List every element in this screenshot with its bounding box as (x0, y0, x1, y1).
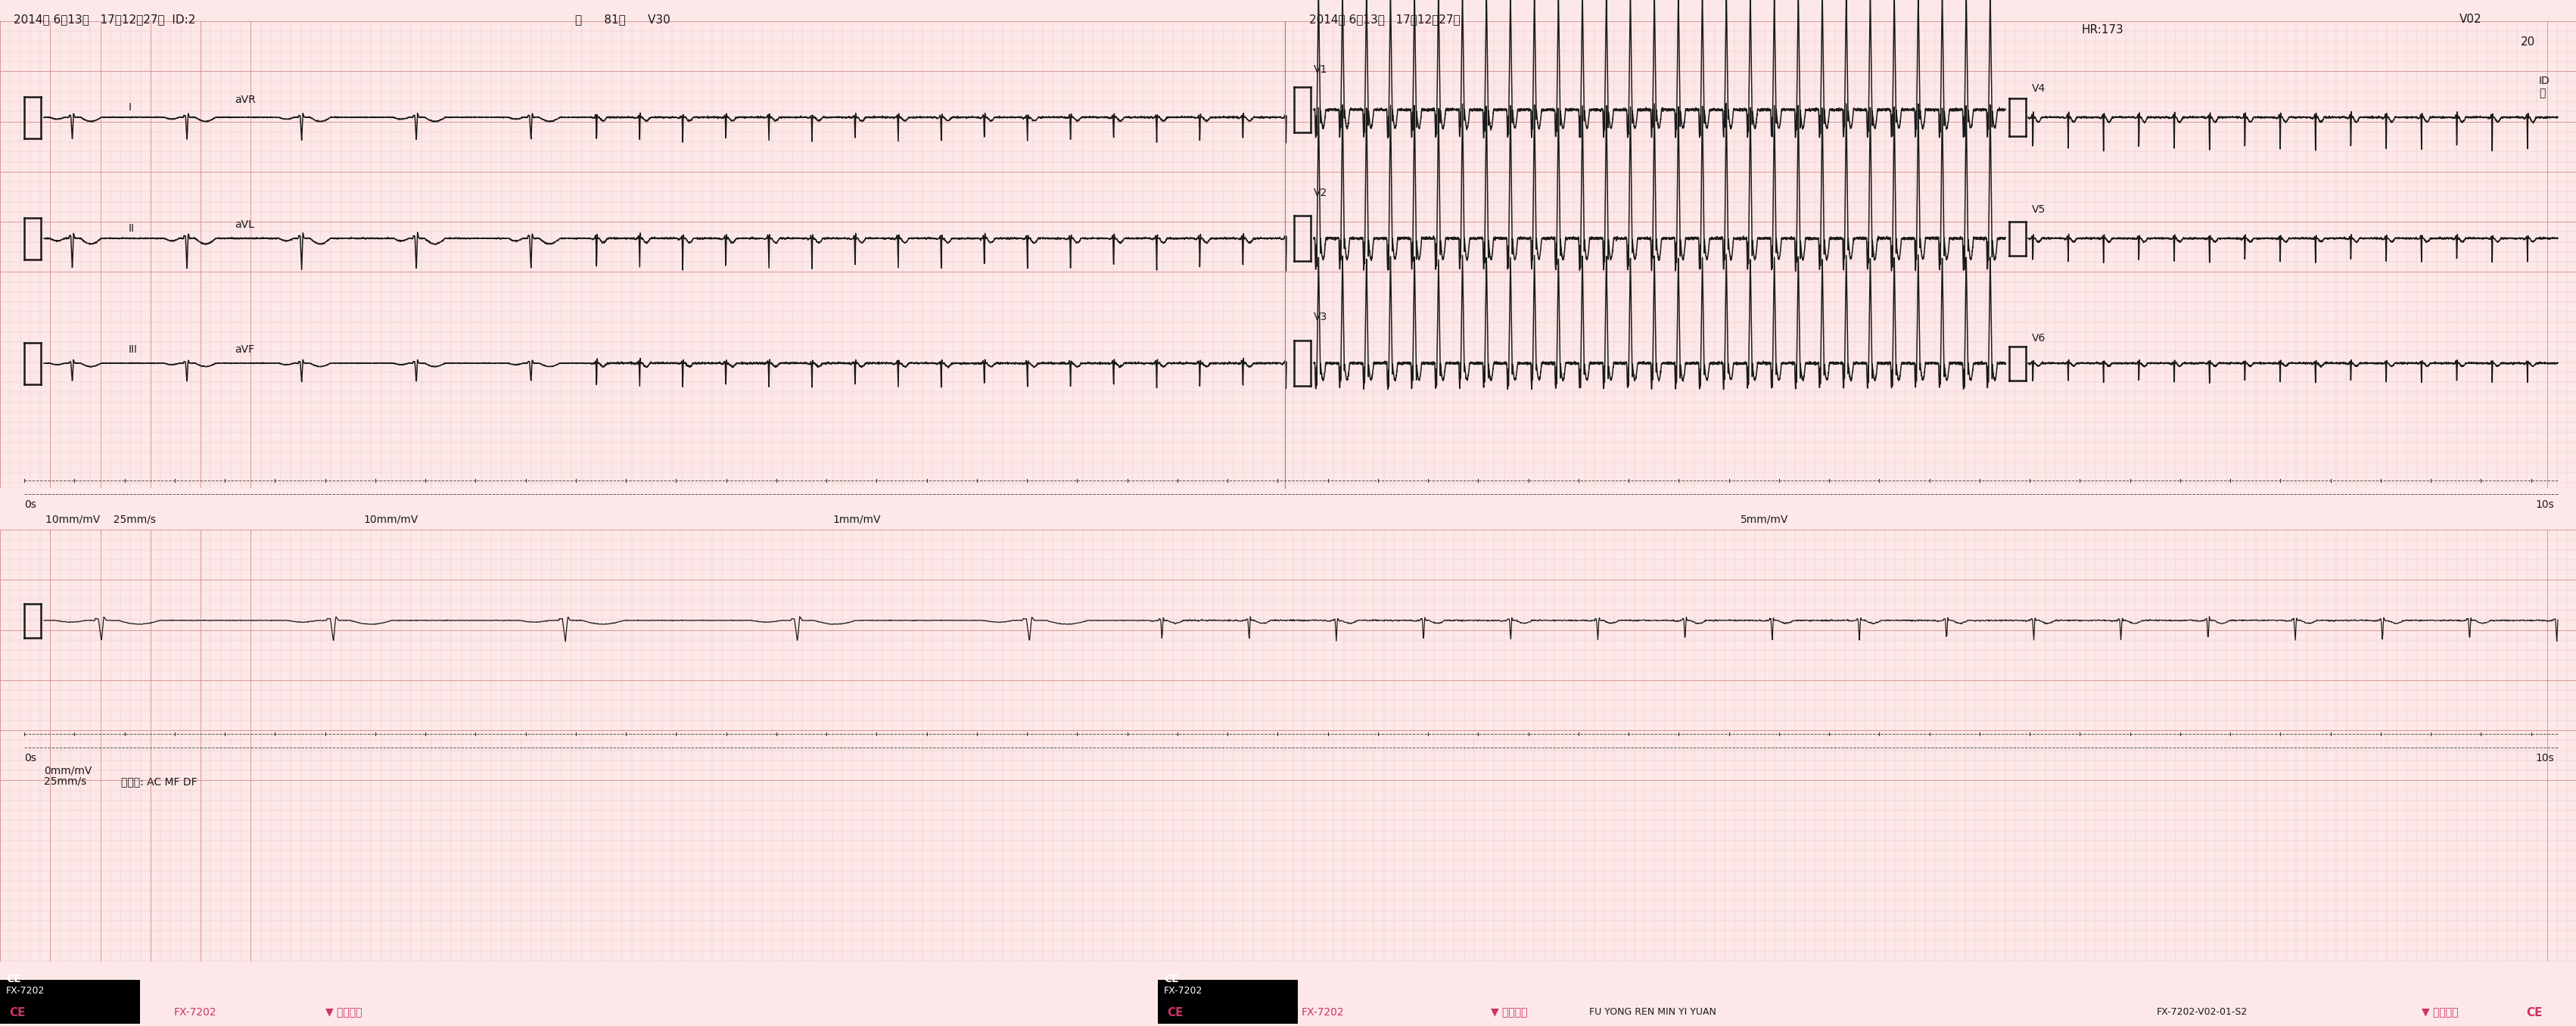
Text: II: II (129, 224, 134, 234)
Text: FX-7202: FX-7202 (1164, 986, 1203, 996)
Bar (1157, 980, 1298, 1024)
Text: ▼ 天津广大: ▼ 天津广大 (2421, 1008, 2458, 1018)
Text: 0s: 0s (23, 500, 36, 510)
Text: 0mm/mV: 0mm/mV (44, 765, 93, 777)
Text: 5mm/mV: 5mm/mV (1741, 514, 1788, 525)
Text: ▼ 天津广大: ▼ 天津广大 (325, 1008, 363, 1018)
Text: CE: CE (1164, 974, 1180, 984)
Text: 男      81岁      V30: 男 81岁 V30 (574, 13, 670, 25)
Text: V5: V5 (2032, 204, 2045, 214)
Text: 1mm/mV: 1mm/mV (832, 514, 881, 525)
Text: 25mm/s: 25mm/s (44, 777, 88, 787)
Text: V2: V2 (1314, 188, 1327, 198)
Text: 20: 20 (2519, 36, 2535, 47)
Text: 2014年 6月13日   17时12分27秒: 2014年 6月13日 17时12分27秒 (1309, 13, 1461, 25)
Bar (0, 488, 2576, 529)
Text: FU YONG REN MIN YI YUAN: FU YONG REN MIN YI YUAN (1589, 1008, 1716, 1017)
Text: 2014年 6月13日   17时12分27秒  ID:2: 2014年 6月13日 17时12分27秒 ID:2 (13, 13, 196, 25)
Text: III: III (129, 345, 137, 355)
Text: ID
男: ID 男 (2540, 76, 2550, 98)
Text: CE: CE (5, 974, 21, 984)
Text: CE: CE (2527, 1008, 2543, 1019)
Text: 10mm/mV    25mm/s: 10mm/mV 25mm/s (46, 514, 157, 525)
Text: FX-7202: FX-7202 (1301, 1008, 1345, 1018)
Text: 10s: 10s (2535, 753, 2553, 763)
Text: V6: V6 (2032, 332, 2045, 344)
Text: CE: CE (1167, 1008, 1182, 1019)
Text: aVR: aVR (234, 94, 255, 106)
Text: FX-7202-V02-01-S2: FX-7202-V02-01-S2 (2156, 1008, 2249, 1017)
Text: HR:173: HR:173 (2081, 25, 2123, 36)
Text: aVF: aVF (234, 345, 255, 355)
Text: CE: CE (10, 1008, 26, 1019)
Text: 0s: 0s (23, 753, 36, 763)
Text: 10mm/mV: 10mm/mV (363, 514, 417, 525)
Text: V4: V4 (2032, 83, 2045, 93)
Text: 10s: 10s (2535, 500, 2553, 510)
Text: 滤波器: AC MF DF: 滤波器: AC MF DF (121, 777, 198, 787)
Text: FX-7202: FX-7202 (5, 986, 44, 996)
Text: I: I (129, 103, 131, 113)
Bar (0, 980, 139, 1024)
Text: FX-7202: FX-7202 (175, 1008, 216, 1018)
Text: aVL: aVL (234, 220, 255, 230)
Text: V02: V02 (2460, 13, 2483, 25)
Text: V3: V3 (1314, 312, 1327, 322)
Text: V1: V1 (1314, 65, 1327, 75)
Text: ▼ 天津广大: ▼ 天津广大 (1492, 1008, 1528, 1018)
